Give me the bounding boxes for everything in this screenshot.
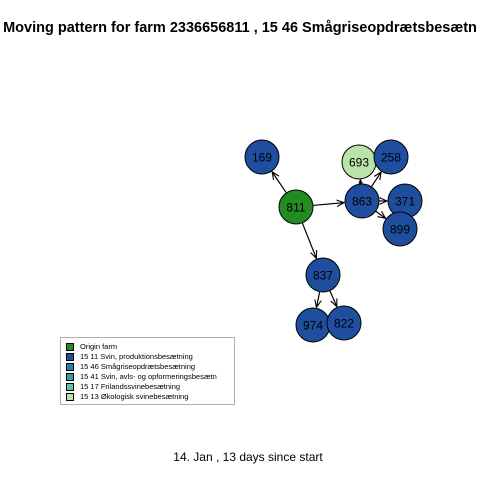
legend-label: 15 46 Smågriseopdrætsbesætning xyxy=(80,362,196,371)
edge-811-169 xyxy=(272,172,287,194)
legend-item-avls: 15 41 Svin, avls- og opformeringsbesætn xyxy=(66,372,234,382)
node-693: 693 xyxy=(341,144,377,180)
edge-837-974 xyxy=(317,291,320,308)
node-label: 974 xyxy=(303,319,323,333)
legend-swatch xyxy=(66,363,74,371)
edges-layer xyxy=(272,172,387,307)
node-811: 811 xyxy=(278,189,314,225)
node-circle xyxy=(244,139,280,175)
node-822: 822 xyxy=(326,305,362,341)
node-circle xyxy=(373,139,409,175)
nodes-layer: 811 169 863 693 258 371 899 837 974 822 xyxy=(244,139,423,343)
legend-swatch xyxy=(66,353,74,361)
node-899: 899 xyxy=(382,211,418,247)
node-label: 169 xyxy=(252,151,272,165)
node-label: 899 xyxy=(390,223,410,237)
legend-swatch xyxy=(66,373,74,381)
node-label: 811 xyxy=(286,201,305,215)
node-837: 837 xyxy=(305,257,341,293)
legend-label: 15 17 Frilandssvinebesætning xyxy=(80,382,181,391)
legend-item-smagrise: 15 46 Smågriseopdrætsbesætning xyxy=(66,362,234,372)
legend-swatch xyxy=(66,343,74,351)
node-label: 822 xyxy=(334,317,354,331)
node-863: 863 xyxy=(344,183,380,219)
node-371: 371 xyxy=(387,183,423,219)
legend-label: 15 41 Svin, avls- og opformeringsbesætn xyxy=(80,372,217,381)
node-circle xyxy=(344,183,380,219)
legend-item-origin: Origin farm xyxy=(66,342,234,352)
node-label: 837 xyxy=(313,269,333,283)
legend-label: Origin farm xyxy=(80,342,118,351)
node-circle xyxy=(326,305,362,341)
legend-swatch xyxy=(66,393,74,401)
footer-caption: 14. Jan , 13 days since start xyxy=(173,450,323,464)
legend-item-frilands: 15 17 Frilandssvinebesætning xyxy=(66,382,234,392)
node-974: 974 xyxy=(295,307,331,343)
edge-837-822 xyxy=(329,290,337,307)
node-169: 169 xyxy=(244,139,280,175)
legend-item-production: 15 11 Svin, produktionsbesætning xyxy=(66,352,234,362)
node-label: 258 xyxy=(381,151,401,165)
node-label: 863 xyxy=(352,195,372,209)
node-circle xyxy=(305,257,341,293)
node-circle xyxy=(278,189,314,225)
node-label: 693 xyxy=(349,156,369,170)
legend-label: 15 13 Økologisk svinebesætning xyxy=(80,392,189,401)
legend-label: 15 11 Svin, produktionsbesætning xyxy=(80,352,193,361)
edge-811-863 xyxy=(312,203,344,206)
legend-item-okologisk: 15 13 Økologisk svinebesætning xyxy=(66,392,234,402)
legend-swatch xyxy=(66,383,74,391)
chart-title: Moving pattern for farm 2336656811 , 15 … xyxy=(3,20,477,36)
legend: Origin farm 15 11 Svin, produktionsbesæt… xyxy=(60,337,235,405)
node-label: 371 xyxy=(395,195,415,209)
node-258: 258 xyxy=(373,139,409,175)
edge-811-837 xyxy=(301,222,316,258)
edge-863-899 xyxy=(375,210,386,218)
edge-863-258 xyxy=(370,172,381,188)
node-circle xyxy=(382,211,418,247)
